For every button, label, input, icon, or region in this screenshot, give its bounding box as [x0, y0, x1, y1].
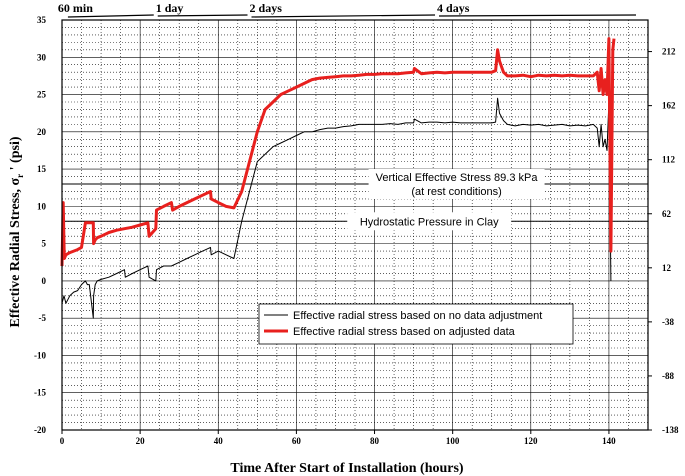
- y-tick-label: -10: [34, 350, 46, 360]
- y-axis-title: Effective Radial Stress, σr ' (psi): [8, 136, 25, 327]
- series-line-1: [60, 37, 616, 267]
- reference-label-vertical: Vertical Effective Stress 89.3 kPa (at r…: [368, 169, 545, 199]
- y-tick-label: -5: [39, 313, 47, 323]
- reference-label-vertical-subtext: (at rest conditions): [411, 186, 501, 198]
- legend-box: [258, 303, 574, 345]
- y2-tick-label: 112: [662, 155, 676, 165]
- time-scale-segment: [439, 14, 637, 17]
- x-tick-label: 20: [136, 436, 146, 446]
- time-scale-label: 2 days: [250, 1, 283, 15]
- x-tick-label: 100: [446, 436, 460, 446]
- time-scale-bar: 60 min 1 day 2 days 4 days: [58, 1, 637, 18]
- y2-axis-ticks: -138 -88 -38 12 62 112 162 212: [648, 47, 679, 435]
- y2-tick-label: 162: [662, 101, 676, 111]
- y2-tick-label: -138: [662, 425, 679, 435]
- y-tick-label: 15: [37, 164, 47, 174]
- time-scale-label: 1 day: [156, 1, 184, 15]
- time-scale-segment: [157, 14, 248, 17]
- y-tick-label: 10: [37, 201, 47, 211]
- x-tick-label: 60: [292, 436, 302, 446]
- x-tick-label: 120: [524, 436, 538, 446]
- time-scale-label: 60 min: [58, 1, 93, 15]
- y2-tick-label: 212: [662, 47, 676, 57]
- y-tick-label: 30: [37, 52, 47, 62]
- y-axis-ticks: -20 -15 -10 -5 0 5 10 15 20 25 30 35: [34, 15, 47, 435]
- legend-label-series-1: Effective radial stress based on adjuste…: [293, 326, 516, 338]
- y-tick-label: 0: [42, 276, 47, 286]
- reference-label-hydrostatic: Hydrostatic Pressure in Clay: [347, 212, 512, 231]
- reference-label-vertical-box: [368, 169, 545, 199]
- y2-tick-label: 12: [662, 263, 672, 273]
- legend: Effective radial stress based on no data…: [258, 303, 574, 345]
- plot-frame: [61, 19, 649, 431]
- y-tick-label: 25: [37, 90, 47, 100]
- y-tick-label: 5: [42, 239, 47, 249]
- x-axis-title: Time After Start of Installation (hours): [230, 461, 464, 476]
- time-scale-segment: [251, 14, 436, 18]
- legend-label-series-0: Effective radial stress based on no data…: [293, 310, 542, 322]
- series-layer: [60, 37, 616, 319]
- y-tick-label: 20: [37, 127, 47, 137]
- reference-label-hydrostatic-box: [347, 212, 512, 231]
- y-tick-label: -20: [34, 425, 46, 435]
- time-scale-segment: [67, 14, 154, 18]
- x-axis-ticks: 0 20 40 60 80 100 120 140: [60, 430, 616, 446]
- y2-tick-label: 62: [662, 209, 672, 219]
- y-tick-label: 35: [37, 15, 47, 25]
- x-tick-label: 80: [370, 436, 380, 446]
- series-line-0: [61, 97, 612, 319]
- time-scale-label: 4 days: [437, 1, 470, 15]
- y2-tick-label: -88: [662, 371, 674, 381]
- reference-label-vertical-text: Vertical Effective Stress 89.3 kPa: [376, 172, 539, 184]
- x-tick-label: 0: [60, 436, 65, 446]
- x-tick-label: 140: [602, 436, 616, 446]
- y-tick-label: -15: [34, 388, 46, 398]
- reference-label-hydrostatic-text: Hydrostatic Pressure in Clay: [360, 216, 499, 228]
- y2-tick-label: -38: [662, 317, 674, 327]
- x-tick-label: 40: [214, 436, 224, 446]
